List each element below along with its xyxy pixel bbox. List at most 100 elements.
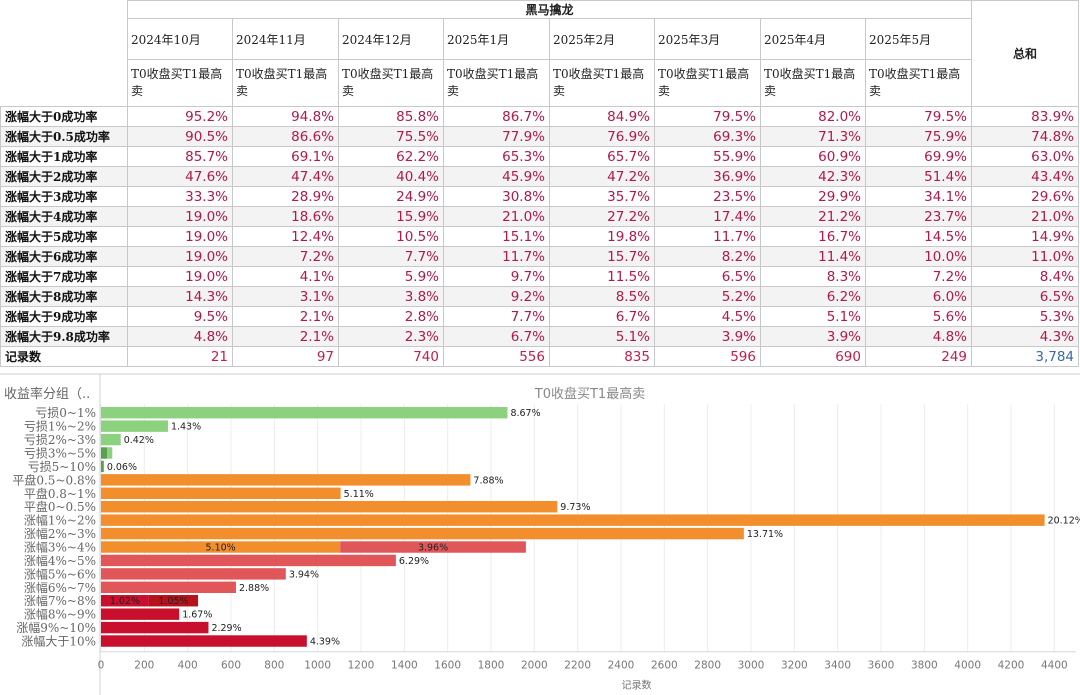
rate-cell: 3.9% [654, 326, 761, 347]
rate-cell: 21.0% [443, 206, 550, 227]
rate-cell: 9.2% [443, 286, 550, 307]
rate-cell: 40.4% [338, 166, 444, 187]
rate-cell: 14.3% [127, 286, 233, 307]
bar [101, 608, 180, 620]
rate-cell: 69.9% [864, 146, 973, 167]
x-tick-label: 2000 [521, 660, 548, 672]
rate-cell: 24.9% [338, 186, 444, 207]
rate-cell: 65.7% [549, 146, 655, 167]
count-cell: 740 [338, 346, 444, 367]
row-label: 涨幅大于2成功率 [0, 166, 128, 187]
rate-cell: 3.1% [232, 286, 339, 307]
rate-cell: 3.8% [338, 286, 444, 307]
rate-cell: 5.6% [864, 306, 973, 327]
category-label: 亏损3%~5% [24, 447, 96, 461]
bar [101, 635, 307, 647]
rate-cell: 17.4% [654, 206, 761, 227]
bar [101, 581, 236, 594]
x-tick-label: 1800 [478, 660, 505, 672]
data-label: 13.71% [747, 529, 783, 540]
x-tick-label: 3800 [911, 660, 938, 672]
month-header: 2025年2月 [549, 18, 655, 60]
rate-cell: 2.1% [232, 306, 339, 327]
bar [340, 541, 526, 553]
bar [101, 554, 396, 567]
total-cell: 74.8% [971, 126, 1080, 147]
rate-cell: 19.0% [127, 266, 233, 287]
bar [101, 433, 121, 446]
row-label: 涨幅大于9.8成功率 [0, 326, 128, 347]
count-row: 记录数 21 97 740 556 835 596 690 249 3,784 [0, 346, 1080, 367]
table-row: 涨幅大于5成功率 19.0% 12.4% 10.5% 15.1% 19.8% 11.7% 16… [0, 226, 1080, 247]
rate-cell: 23.5% [654, 186, 761, 207]
x-tick-label: 600 [221, 660, 241, 672]
count-cell: 249 [864, 346, 973, 367]
x-tick-label: 3400 [824, 660, 851, 672]
rate-cell: 11.7% [654, 226, 761, 247]
rate-cell: 23.7% [864, 206, 973, 227]
rate-cell: 11.4% [760, 246, 866, 267]
table-row: 涨幅大于6成功率 19.0% 7.2% 7.7% 11.7% 15.7% 8.2% 11.4%… [0, 246, 1080, 267]
strategy-header: T0收盘买T1最高卖 [338, 59, 444, 107]
month-header: 2024年11月 [232, 18, 339, 60]
x-tick-label: 1000 [304, 660, 331, 672]
row-header-label: 收益率分组（.. [4, 387, 91, 402]
rate-cell: 76.9% [549, 126, 655, 147]
total-cell: 11.0% [971, 246, 1080, 267]
rate-cell: 62.2% [338, 146, 444, 167]
rate-cell: 21.2% [760, 206, 866, 227]
count-cell: 596 [654, 346, 761, 367]
total-cell: 4.3% [971, 326, 1080, 347]
bar [101, 595, 149, 607]
data-label: 1.67% [182, 610, 212, 621]
rate-cell: 95.2% [127, 106, 233, 127]
category-label: 亏损5~10% [28, 460, 96, 474]
category-label: 涨幅大于10% [21, 634, 96, 649]
row-label: 涨幅大于6成功率 [0, 246, 128, 267]
rate-cell: 69.1% [232, 146, 339, 167]
bar [101, 514, 1045, 526]
rate-cell: 47.4% [232, 166, 339, 187]
data-label: 0.06% [107, 462, 137, 473]
rate-cell: 34.1% [864, 186, 973, 207]
x-tick-label: 4400 [1041, 660, 1068, 672]
bar [101, 527, 744, 540]
chart-svg: 0 200 400 600 800 1000 1200 1400 1600 1800 2000 220… [0, 373, 1080, 695]
table-row: 涨幅大于4成功率 19.0% 18.6% 15.9% 21.0% 27.2% 17.4% 21… [0, 206, 1080, 227]
row-label: 涨幅大于1成功率 [0, 146, 128, 167]
total-cell: 14.9% [971, 226, 1080, 247]
count-cell: 21 [127, 346, 233, 367]
bar [101, 474, 471, 486]
row-label: 涨幅大于3成功率 [0, 186, 128, 207]
rate-cell: 19.0% [127, 246, 233, 267]
group-title: 黑马擒龙 [126, 0, 973, 19]
row-label: 涨幅大于8成功率 [0, 286, 128, 307]
rate-cell: 2.1% [232, 326, 339, 347]
rate-cell: 2.3% [338, 326, 444, 347]
data-label: 1.05% [158, 596, 188, 607]
data-label: 1.43% [171, 422, 201, 433]
x-tick-label: 3000 [738, 660, 765, 672]
table-row: 涨幅大于1成功率 85.7% 69.1% 62.2% 65.3% 65.7% 55.9% 60… [0, 146, 1080, 167]
table-row: 涨幅大于8成功率 14.3% 3.1% 3.8% 9.2% 8.5% 5.2% 6.2% 6.0… [0, 286, 1080, 307]
rate-cell: 65.3% [443, 146, 550, 167]
rate-cell: 4.8% [127, 326, 233, 347]
data-label: 6.29% [399, 556, 429, 567]
rate-cell: 75.9% [864, 126, 973, 147]
count-cell: 556 [443, 346, 550, 367]
rate-cell: 6.5% [654, 266, 761, 287]
month-header: 2025年3月 [654, 18, 761, 60]
rate-cell: 5.1% [549, 326, 655, 347]
x-tick-label: 3600 [868, 660, 895, 672]
month-header: 2025年1月 [443, 18, 550, 60]
strategy-header: T0收盘买T1最高卖 [654, 59, 761, 107]
category-label: 亏损0~1% [35, 406, 96, 420]
table-row: 涨幅大于3成功率 33.3% 28.9% 24.9% 30.8% 35.7% 23.5% 29… [0, 186, 1080, 207]
category-label: 涨幅2%~3% [24, 526, 96, 541]
rate-cell: 8.3% [760, 266, 866, 287]
total-cell: 21.0% [971, 206, 1080, 227]
bar [101, 621, 209, 634]
bar [101, 460, 104, 473]
row-label: 涨幅大于9成功率 [0, 306, 128, 327]
rate-cell: 11.5% [549, 266, 655, 287]
